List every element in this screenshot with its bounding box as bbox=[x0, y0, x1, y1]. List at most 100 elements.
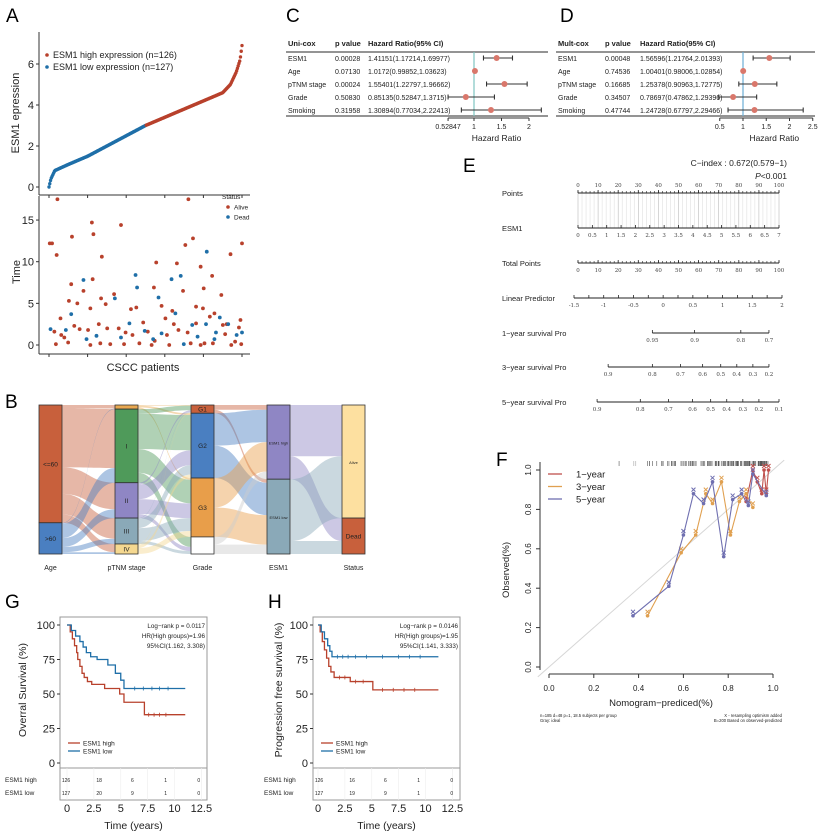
km-curve bbox=[318, 624, 439, 658]
km-annotation: 95%CI(1.162, 3.308) bbox=[147, 643, 205, 650]
risk-count: 16 bbox=[349, 778, 355, 784]
optimism-cross bbox=[710, 497, 715, 502]
hr-point bbox=[766, 55, 773, 61]
forest-row-p: 0.07130 bbox=[335, 69, 360, 76]
alive-point bbox=[229, 343, 234, 347]
nomogram-tick-label: 0 bbox=[576, 233, 580, 239]
optimism-cross bbox=[721, 550, 727, 556]
alive-point bbox=[149, 343, 154, 347]
km-annotation: Log−rank p = 0.0146 bbox=[400, 623, 459, 630]
y-tick-label: 50 bbox=[296, 689, 308, 701]
x-tick-label: 2 bbox=[788, 124, 792, 131]
sankey-flow bbox=[214, 471, 267, 545]
nomogram-tick-label: 20 bbox=[615, 183, 622, 189]
y-tick-label: 75 bbox=[43, 655, 55, 667]
alive-point bbox=[59, 333, 64, 337]
nomogram-tick-label: 0.1 bbox=[775, 407, 784, 413]
nomogram-tick-label: 7 bbox=[777, 233, 781, 239]
alive-point bbox=[181, 288, 185, 293]
hr-point bbox=[730, 94, 737, 100]
y-tick-label: 100 bbox=[37, 620, 55, 632]
optimism-cross bbox=[750, 463, 756, 469]
nomogram-tick-label: 0.9 bbox=[690, 338, 699, 344]
optimism-cross bbox=[750, 501, 756, 506]
nomogram-tick-label: 3.5 bbox=[674, 233, 683, 239]
risk-count: 0 bbox=[197, 778, 200, 784]
forest-row-name: Grade bbox=[288, 95, 308, 102]
alive-point bbox=[210, 273, 215, 278]
risk-count: 9 bbox=[384, 791, 387, 797]
nomogram-tick-label: 6 bbox=[749, 233, 753, 239]
c-index-text: C−index : 0.672(0.579−1) bbox=[691, 158, 788, 168]
forest-header: p value bbox=[335, 39, 361, 48]
nomogram-tick-label: 30 bbox=[635, 268, 642, 274]
forest-row-hr: 1.56596(1.21764,2.01393) bbox=[640, 56, 723, 63]
sankey-node-label: Alive bbox=[349, 460, 358, 465]
dead-point bbox=[204, 322, 208, 327]
sankey-flow bbox=[214, 507, 267, 545]
forest-row-p: 0.31958 bbox=[335, 108, 360, 115]
dead-point bbox=[212, 337, 217, 342]
alive-point bbox=[55, 197, 60, 202]
forest-row-p: 0.47744 bbox=[605, 108, 630, 115]
calibration-point bbox=[762, 468, 766, 472]
dead-point bbox=[69, 312, 74, 317]
calibration-point bbox=[710, 480, 715, 484]
optimism-cross bbox=[750, 467, 756, 473]
x-tick-label: 1 bbox=[472, 124, 476, 131]
alive-point bbox=[163, 316, 168, 321]
risk-table bbox=[59, 767, 208, 801]
calibration-point bbox=[691, 491, 696, 496]
dead-point bbox=[190, 323, 195, 327]
panel-label-g: G bbox=[5, 592, 20, 613]
hr-point bbox=[751, 107, 758, 113]
nomogram-tick-label: 2.5 bbox=[645, 233, 654, 239]
risk-count: 0 bbox=[450, 778, 453, 784]
hr-point bbox=[751, 81, 758, 87]
alive-point bbox=[165, 333, 169, 337]
alive-point bbox=[176, 328, 181, 332]
y-tick-label: 50 bbox=[43, 689, 55, 701]
nomogram-tick-label: 0.8 bbox=[636, 407, 645, 413]
calibration-point bbox=[751, 472, 755, 476]
nomogram-tick-label: 0.2 bbox=[755, 407, 764, 413]
nomogram-tick-label: 80 bbox=[735, 183, 742, 189]
alive-point bbox=[240, 241, 244, 246]
x-tick-label: 5 bbox=[369, 803, 375, 815]
risk-count: 0 bbox=[450, 791, 453, 797]
alive-point bbox=[233, 339, 238, 344]
sankey-node bbox=[114, 404, 139, 410]
y-tick-label: 75 bbox=[296, 655, 308, 667]
alive-point bbox=[237, 325, 241, 330]
sankey-node-label: <=60 bbox=[43, 461, 58, 468]
x-tick-label: 2.5 bbox=[337, 803, 352, 815]
forest-row-hr: 0.78697(0.47862,1.29396) bbox=[640, 95, 723, 102]
sankey-node bbox=[266, 478, 291, 555]
footer-note: n=185 d=48 p=1, 18.5 subjects per group bbox=[540, 713, 617, 718]
forest-header: Hazard Ratio(95% CI) bbox=[640, 39, 716, 48]
nomogram-row-label: ESM1 bbox=[502, 224, 522, 233]
calibration-point bbox=[667, 584, 671, 589]
calibration-point bbox=[721, 554, 726, 559]
legend-marker-low bbox=[45, 65, 49, 69]
risk-count: 1 bbox=[164, 791, 167, 797]
optimism-cross bbox=[693, 528, 699, 534]
nomogram-tick-label: -0.5 bbox=[628, 303, 639, 309]
calibration-point bbox=[728, 533, 733, 537]
nomogram-tick-label: 5.5 bbox=[732, 233, 741, 239]
alive-point bbox=[75, 301, 80, 306]
nomogram-tick-label: 0 bbox=[661, 303, 665, 309]
sankey-flow bbox=[62, 408, 115, 469]
forest-row-name: ESM1 bbox=[288, 56, 307, 63]
legend-label-dead: Dead bbox=[234, 215, 250, 222]
calibration-point bbox=[645, 613, 650, 618]
nomogram-tick-label: 2 bbox=[780, 303, 784, 309]
calibration-point bbox=[693, 533, 698, 537]
nomogram-tick-label: 0.6 bbox=[698, 372, 707, 378]
x-tick-label: 1 bbox=[741, 124, 745, 131]
x-tick-label: 0.52847 bbox=[435, 124, 460, 131]
forest-row-name: Smoking bbox=[288, 108, 315, 115]
legend-label: ESM1 low bbox=[83, 749, 113, 756]
alive-point bbox=[154, 260, 159, 265]
legend-label-high: ESM1 high expression (n=126) bbox=[53, 50, 177, 60]
